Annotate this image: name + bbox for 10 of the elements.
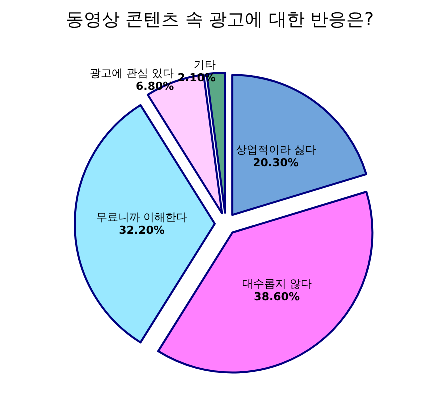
data-label: 20.30% (253, 156, 299, 170)
slice-label: 대수롭지 않다 (242, 278, 312, 291)
data-label: 38.60% (254, 290, 300, 304)
data-label: 2.10% (178, 71, 216, 84)
slice-label: 광고에 관심 있다 (90, 67, 174, 80)
slice-label: 기타 (194, 58, 216, 72)
slice-label: 상업적이라 싫다 (236, 144, 316, 157)
chart-title: 동영상 콘텐츠 속 광고에 대한 반응은? (66, 10, 374, 30)
data-label: 32.20% (119, 224, 165, 237)
slice-label: 무료니까 이해한다 (96, 211, 188, 224)
